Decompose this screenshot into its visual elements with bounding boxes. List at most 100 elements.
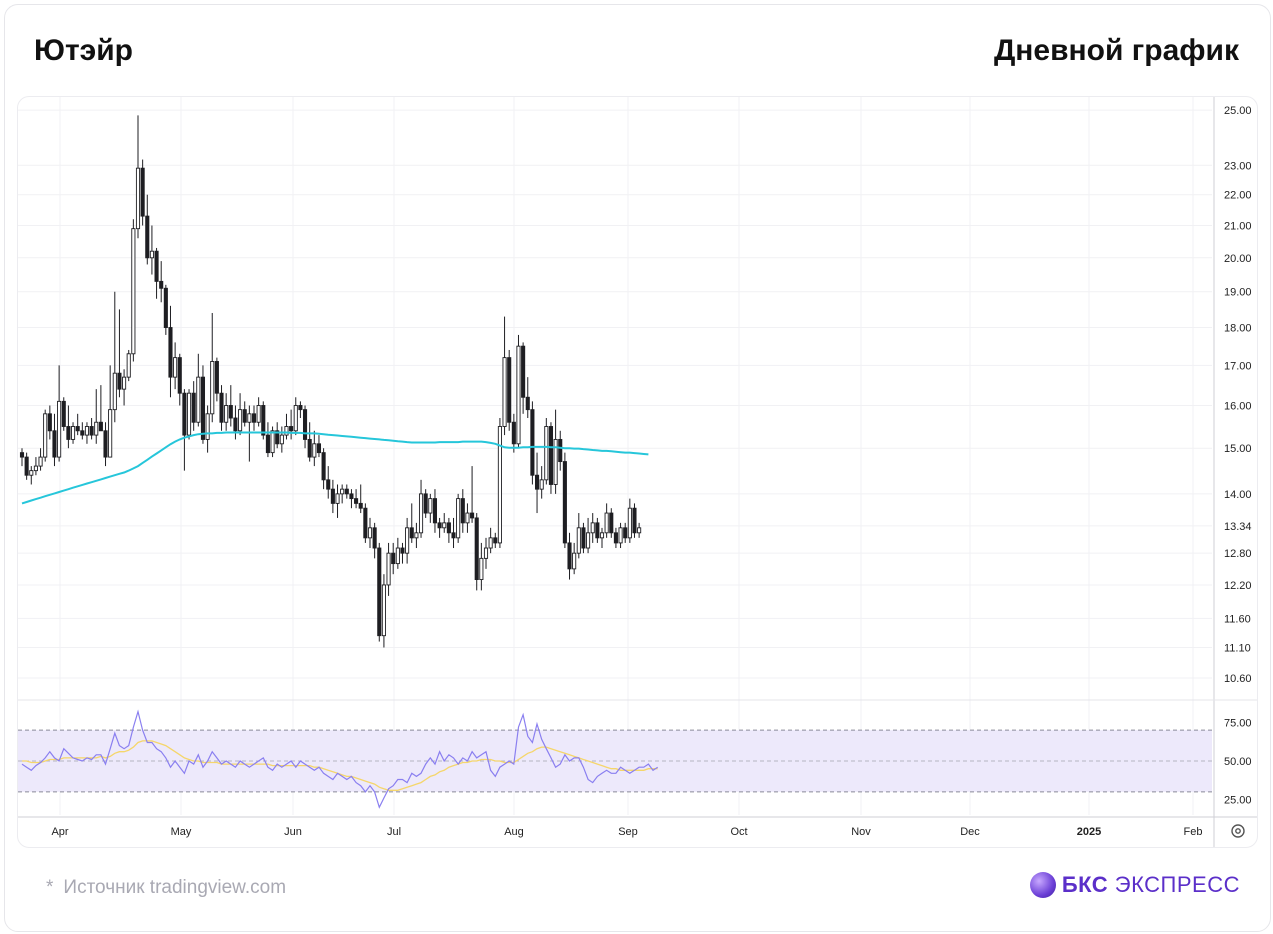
candle-body <box>521 345 526 398</box>
price-tick-label: 22.00 <box>1224 190 1252 202</box>
candle-body <box>80 430 85 436</box>
candle-body <box>298 405 303 411</box>
candle-body <box>423 493 428 514</box>
candle-body <box>84 426 90 436</box>
candle-body <box>418 493 424 534</box>
candle-body <box>372 527 377 549</box>
candle-body <box>173 357 178 378</box>
candle-body <box>391 552 396 565</box>
price-axis[interactable]: 25.00 23.00 22.00 21.00 20.00 19.00 18.00 17.00… <box>1224 105 1252 685</box>
chart-panel[interactable]: 25.00 23.00 22.00 21.00 20.00 19.00 18.00 17.00… <box>17 96 1258 848</box>
candle-body <box>586 532 591 549</box>
candle-body <box>534 474 540 490</box>
source-note: * Источник tradingview.com <box>46 877 286 899</box>
candle-body <box>558 438 563 463</box>
time-tick-label: May <box>171 826 192 838</box>
candle-body <box>483 547 489 559</box>
candle-body <box>270 430 275 454</box>
candle-body <box>159 280 164 289</box>
candle-body <box>57 400 62 458</box>
candle-body <box>196 376 201 423</box>
candle-body <box>363 507 368 539</box>
candle-body <box>122 376 127 390</box>
moving-average-line <box>21 431 649 505</box>
rsi-ma-line <box>22 740 658 791</box>
candle-body <box>182 392 187 436</box>
candle-body <box>307 438 312 458</box>
brand-name: БКС ЭКСПРЕСС <box>1062 872 1240 898</box>
time-tick-label: Feb <box>1184 826 1203 838</box>
rsi-axis[interactable]: 75.00 50.00 25.00 <box>1224 717 1252 806</box>
price-tick-label: 12.20 <box>1224 580 1252 592</box>
candle-body <box>497 426 502 544</box>
candle-body <box>428 498 433 514</box>
candle-body <box>75 426 80 432</box>
candle-body <box>242 409 247 423</box>
candle-body <box>94 421 99 436</box>
time-tick-label: Apr <box>51 826 68 838</box>
price-tick-label: 10.60 <box>1224 673 1252 685</box>
price-tick-label: 15.00 <box>1224 443 1252 455</box>
candle-body <box>627 507 632 539</box>
candle-body <box>89 426 94 436</box>
candle-body <box>219 392 224 423</box>
rsi-tick-label: 50.00 <box>1224 756 1252 768</box>
time-axis[interactable]: Apr May Jun Jul Aug Sep Oct Nov Dec 2025 Feb <box>51 826 1202 838</box>
candle-body <box>131 228 136 355</box>
candle-body <box>539 479 544 490</box>
candle-body <box>70 426 76 440</box>
brand-logo[interactable]: БКС ЭКСПРЕСС <box>1029 872 1240 898</box>
time-tick-label: Jun <box>284 826 302 838</box>
time-tick-label: Aug <box>504 826 524 838</box>
candle-body <box>186 392 192 436</box>
candle-body <box>168 327 173 378</box>
candle-body <box>29 470 34 476</box>
candle-body <box>530 409 535 476</box>
candle-body <box>340 488 345 495</box>
candle-body <box>163 287 168 328</box>
candle-body <box>386 552 391 586</box>
candle-body <box>637 527 642 534</box>
price-tick-label: 20.00 <box>1224 253 1252 265</box>
chart-grid <box>18 97 1257 847</box>
candle-body <box>135 167 141 230</box>
candle-body <box>293 405 298 432</box>
candle-body <box>437 522 442 529</box>
candle-body <box>460 498 465 524</box>
price-tick-label: 21.00 <box>1224 221 1252 233</box>
candle-body <box>567 542 572 570</box>
ticker-title: Ютэйр <box>34 34 133 67</box>
candle-body <box>507 357 512 423</box>
candle-body <box>623 527 628 539</box>
candle-body <box>302 409 308 440</box>
candle-body <box>349 493 354 500</box>
candle-body <box>581 527 586 549</box>
candle-body <box>395 547 400 565</box>
candle-body <box>474 517 479 580</box>
price-chart[interactable]: 25.00 23.00 22.00 21.00 20.00 19.00 18.00 17.00… <box>18 97 1257 847</box>
candle-body <box>409 527 414 539</box>
candle-body <box>284 426 289 436</box>
candle-body <box>432 498 438 524</box>
candles-layer <box>19 115 642 648</box>
candle-body <box>493 537 498 544</box>
candle-body <box>140 167 145 217</box>
candle-body <box>618 527 623 544</box>
candle-body <box>126 353 131 378</box>
candle-body <box>214 361 219 394</box>
candle-body <box>553 438 558 485</box>
candle-body <box>400 547 405 554</box>
candle-body <box>200 376 206 440</box>
candle-body <box>604 512 609 534</box>
price-tick-label: 11.60 <box>1224 613 1251 625</box>
candle-body <box>446 522 451 534</box>
candle-body <box>247 413 252 423</box>
candle-body <box>43 413 48 458</box>
price-tick-label: 11.10 <box>1224 642 1251 654</box>
rsi-line <box>21 709 659 809</box>
candle-body <box>251 413 257 423</box>
settings-icon[interactable] <box>1231 824 1245 838</box>
candle-body <box>52 430 57 458</box>
candle-body <box>470 512 475 519</box>
candle-body <box>275 430 280 445</box>
